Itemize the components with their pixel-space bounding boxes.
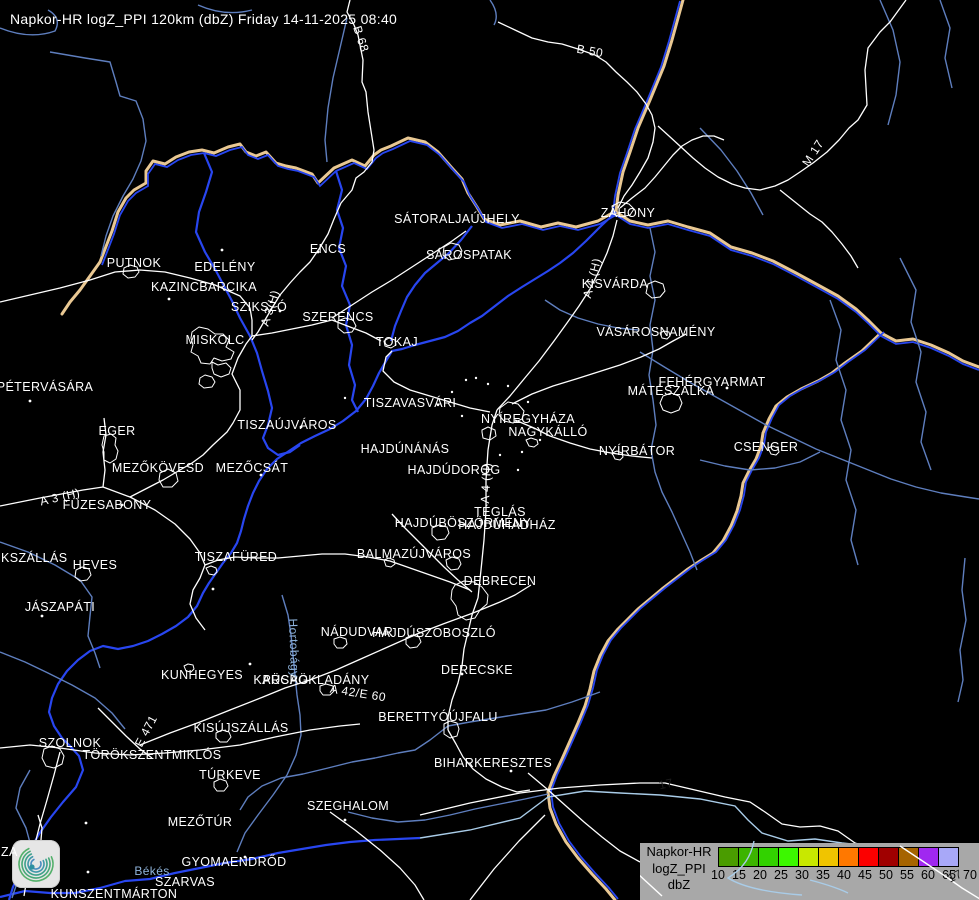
legend-tick: 40 [837,868,851,882]
legend-tick: 30 [795,868,809,882]
spiral-logo-icon [18,847,54,882]
legend-tick: 35 [816,868,830,882]
legend-colorbar [718,847,959,867]
country-border-layer [60,0,979,900]
legend-product-line3: dbZ [667,877,691,892]
map-title: Napkor-HR logZ_PPI 120km (dbZ) Friday 14… [10,11,398,27]
legend-tick: 55 [900,868,914,882]
legend-ticks: 10 15 20 25 30 35 40 45 50 55 60 65 70 [711,868,978,885]
border-river-layer [100,0,979,900]
legend-color-cell [718,847,739,867]
legend-color-cell [778,847,799,867]
legend-color-cell [918,847,939,867]
legend-tick: 60 [921,868,935,882]
legend-color-cell [738,847,759,867]
legend-tick: 10 [711,868,725,882]
legend-tick: 15 [732,868,746,882]
legend-tick: 25 [774,868,788,882]
legend-color-cell [798,847,819,867]
major-rivers-layer [0,152,617,900]
app-logo [12,840,60,888]
legend-product-text: Napkor-HR logZ_PPI dbZ [642,844,716,894]
town-outlines-layer [41,201,780,792]
legend-tick: 20 [753,868,767,882]
legend-color-cell [758,847,779,867]
legend-color-cell [818,847,839,867]
legend: Napkor-HR logZ_PPI dbZ 10 15 20 25 30 35 40 45 5… [640,843,979,900]
legend-tick: 45 [858,868,872,882]
legend-product-line2: logZ_PPI [652,860,706,876]
legend-tick: 70 [963,868,977,882]
legend-tick: 50 [879,868,893,882]
legend-color-cell [898,847,919,867]
legend-color-cell [878,847,899,867]
legend-color-cell [938,847,959,867]
legend-color-cell [838,847,859,867]
legend-product-line1: Napkor-HR [646,844,712,859]
legend-color-cell [858,847,879,867]
legend-tick: 65 [942,868,956,882]
settlement-dots-layer [28,248,729,874]
